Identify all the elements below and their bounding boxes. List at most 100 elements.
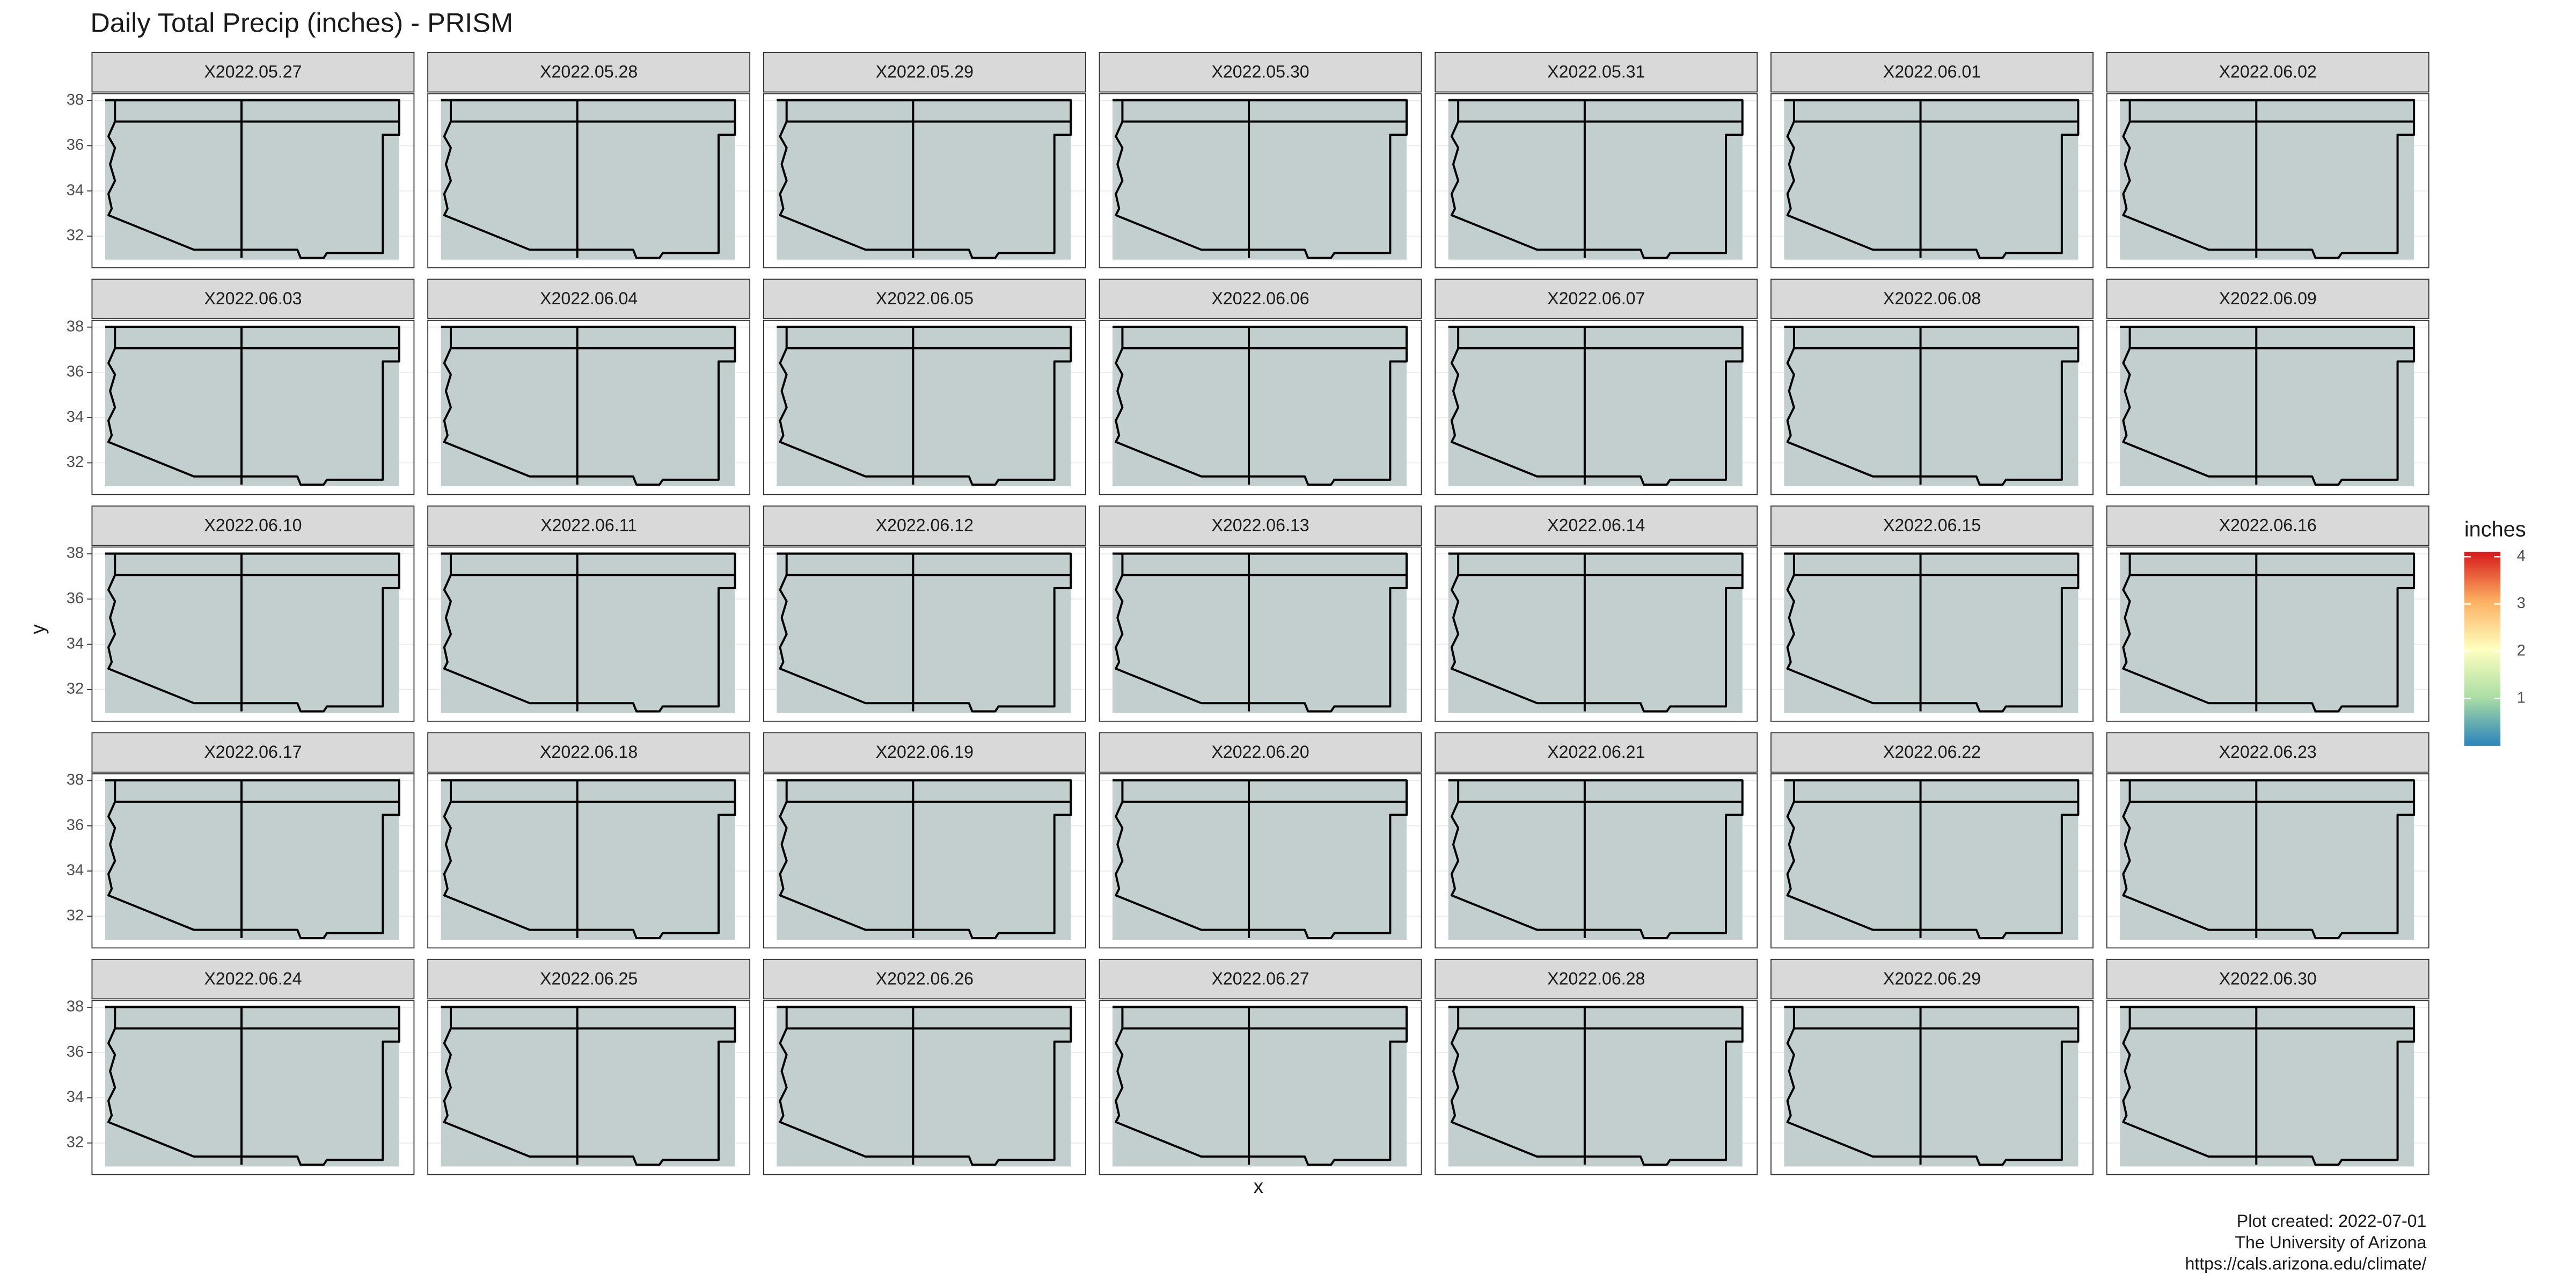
- state-outline: [1113, 99, 1408, 259]
- y-tick-label: 32: [67, 227, 84, 244]
- map-area: [2120, 325, 2414, 487]
- panel-border: [1770, 320, 2094, 495]
- caption: Plot created: 2022-07-01: [2237, 1211, 2427, 1231]
- panel-border: [1770, 1000, 2094, 1175]
- state-outline: [1113, 1006, 1408, 1166]
- strip-label: X2022.06.08: [1883, 289, 1981, 308]
- panel-border: [763, 773, 1086, 949]
- strip: [427, 505, 751, 546]
- y-tick-label: 36: [67, 590, 84, 607]
- chart-title: Daily Total Precip (inches) - PRISM: [90, 7, 513, 38]
- panel-border: [91, 546, 415, 722]
- facet-panel: X2022.06.08: [1770, 279, 2094, 495]
- strip-label: X2022.05.30: [1211, 62, 1309, 82]
- state-outline: [777, 779, 1072, 939]
- strip: [1099, 958, 1422, 1000]
- panel-border: [2106, 546, 2429, 722]
- facet-panel: X2022.06.10 32 34 36 38: [67, 505, 415, 722]
- facet-panel: X2022.06.24 32 34 36 38: [67, 958, 415, 1175]
- facet-panel: X2022.06.12: [763, 505, 1086, 722]
- state-outline: [105, 1006, 400, 1166]
- facet-panel: X2022.06.06: [1099, 279, 1422, 495]
- map-area: [441, 325, 735, 487]
- y-tick-label: 38: [67, 771, 84, 788]
- panel-border: [2106, 320, 2429, 495]
- strip: [91, 958, 415, 1000]
- facet-panel: X2022.06.02: [2106, 52, 2429, 268]
- facet-panel: X2022.06.03 32 34 36 38: [67, 279, 415, 495]
- y-tick-label: 36: [67, 1043, 84, 1060]
- facet-panel: X2022.06.13: [1099, 505, 1422, 722]
- state-outline: [1113, 552, 1408, 713]
- panel-border: [1435, 1000, 1758, 1175]
- strip: [91, 52, 415, 93]
- map-area: [2120, 98, 2414, 260]
- legend-tick-label: 4: [2517, 547, 2526, 565]
- strip-label: X2022.06.09: [2219, 289, 2317, 308]
- map-area: [777, 779, 1071, 940]
- state-outline: [441, 326, 736, 486]
- y-tick-label: 32: [67, 453, 84, 471]
- state-outline: [1784, 326, 2080, 486]
- strip-label: X2022.05.27: [204, 62, 302, 82]
- map-area: [1113, 779, 1407, 940]
- strip: [2106, 279, 2429, 319]
- facet-panel: X2022.06.05: [763, 279, 1086, 495]
- state-outline: [1784, 779, 2080, 939]
- state-outline: [441, 99, 736, 259]
- facet-panel: X2022.06.07: [1435, 279, 1758, 495]
- state-outline: [105, 779, 400, 939]
- map-area: [1784, 98, 2079, 260]
- strip-label: X2022.06.13: [1211, 516, 1309, 535]
- strip-label: X2022.06.04: [540, 289, 638, 308]
- panel-border: [91, 320, 415, 495]
- panel-border: [427, 546, 751, 722]
- state-outline: [777, 99, 1072, 259]
- facet-panel: X2022.05.29: [763, 52, 1086, 268]
- panel-border: [1435, 773, 1758, 949]
- state-outline: [1448, 1006, 1744, 1166]
- state-outline: [1784, 99, 2080, 259]
- strip: [1099, 52, 1422, 93]
- strip-label: X2022.06.01: [1883, 62, 1981, 82]
- legend-title: inches: [2464, 517, 2526, 541]
- panel-border: [2106, 773, 2429, 949]
- state-outline: [441, 779, 736, 939]
- strip-label: X2022.06.10: [204, 516, 302, 535]
- strip: [763, 505, 1086, 546]
- strip-label: X2022.06.23: [2219, 742, 2317, 762]
- strip-label: X2022.06.03: [204, 289, 302, 308]
- strip: [1770, 505, 2094, 546]
- strip: [1099, 505, 1422, 546]
- strip: [1435, 52, 1758, 93]
- map-area: [105, 552, 399, 713]
- map-area: [777, 552, 1071, 713]
- map-area: [1448, 779, 1743, 940]
- legend-tick-label: 3: [2517, 595, 2526, 612]
- facet-panel: X2022.06.25: [427, 958, 751, 1175]
- map-area: [441, 1005, 735, 1167]
- panel-border: [1099, 320, 1422, 495]
- facet-panel: X2022.06.29: [1770, 958, 2094, 1175]
- y-tick-label: 36: [67, 136, 84, 153]
- strip: [1435, 958, 1758, 1000]
- map-area: [105, 1005, 399, 1167]
- strip: [763, 732, 1086, 773]
- state-outline: [1113, 779, 1408, 939]
- y-tick-label: 38: [67, 545, 84, 562]
- strip-label: X2022.06.11: [540, 516, 637, 535]
- facet-panel: X2022.05.31: [1435, 52, 1758, 268]
- strip: [763, 958, 1086, 1000]
- strip: [2106, 52, 2429, 93]
- strip-label: X2022.06.16: [2219, 516, 2317, 535]
- y-tick-label: 34: [67, 408, 84, 426]
- strip-label: X2022.06.24: [204, 969, 302, 989]
- y-tick-label: 32: [67, 907, 84, 924]
- map-area: [105, 779, 399, 940]
- map-area: [441, 779, 735, 940]
- state-outline: [2120, 99, 2416, 259]
- strip-label: X2022.06.22: [1883, 742, 1981, 762]
- strip-label: X2022.06.26: [876, 969, 974, 989]
- strip: [427, 52, 751, 93]
